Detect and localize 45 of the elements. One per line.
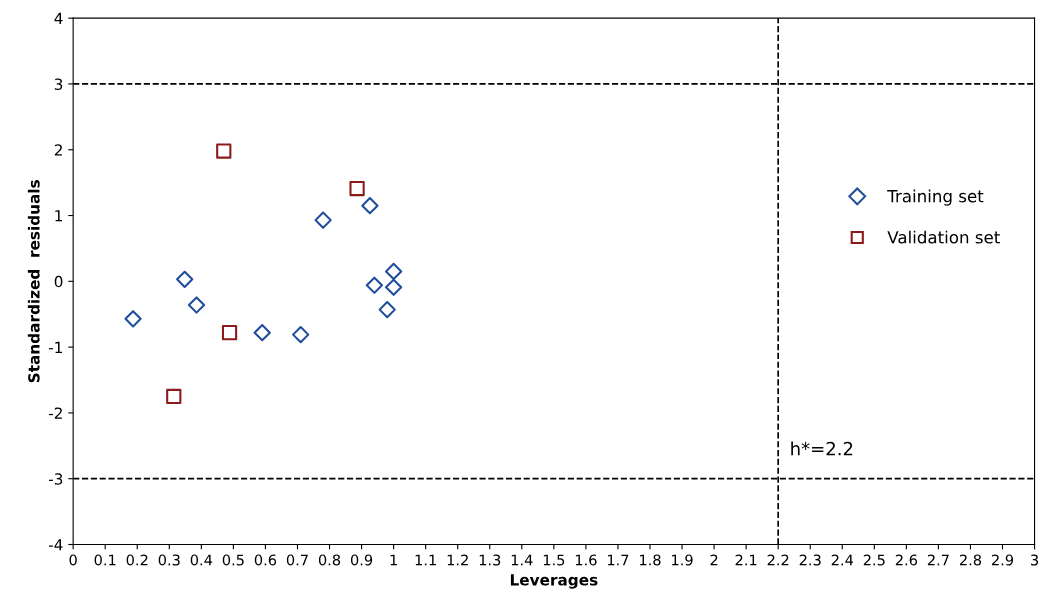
y-tick-label: 4 bbox=[54, 12, 63, 24]
x-tick-label: 1.8 bbox=[640, 554, 661, 566]
x-tick-label: 2.6 bbox=[895, 554, 918, 566]
y-tick-label: 1 bbox=[55, 210, 63, 222]
x-tick-label: 1.1 bbox=[415, 554, 436, 566]
y-tick-label: -4 bbox=[48, 539, 63, 551]
x-tick-label: 0.4 bbox=[190, 554, 213, 566]
x-tick-label: 0.1 bbox=[94, 554, 116, 566]
x-tick-label: 1.6 bbox=[575, 554, 597, 566]
x-tick-label: 0.9 bbox=[350, 554, 373, 566]
x-tick-label: 2.9 bbox=[991, 554, 1014, 566]
x-tick-label: 1 bbox=[390, 554, 397, 566]
x-tick-label: 0.3 bbox=[158, 554, 180, 566]
y-tick-label: -2 bbox=[48, 407, 62, 419]
x-tick-label: 2.3 bbox=[799, 554, 821, 566]
y-tick-label: -1 bbox=[48, 341, 63, 353]
x-tick-label: 0.5 bbox=[222, 554, 244, 566]
y-tick-label: 3 bbox=[54, 78, 63, 90]
x-tick-label: 1.9 bbox=[672, 554, 693, 566]
x-tick-label: 2.1 bbox=[735, 554, 757, 566]
y-axis-title: Standardized residuals bbox=[27, 180, 40, 383]
x-tick-label: 0 bbox=[69, 554, 77, 566]
x-tick-label: 1.2 bbox=[447, 554, 468, 566]
x-tick-label: 3 bbox=[1031, 554, 1039, 566]
x-tick-label: 0.7 bbox=[286, 554, 308, 566]
y-tick-label: 0 bbox=[54, 275, 63, 288]
x-tick-label: 0.8 bbox=[318, 554, 341, 566]
x-tick-label: 1.4 bbox=[511, 554, 533, 566]
y-tick-label: -3 bbox=[48, 473, 63, 485]
x-tick-label: 2.8 bbox=[959, 554, 982, 566]
y-tick-label: 2 bbox=[54, 144, 62, 156]
x-tick-label: 2.5 bbox=[863, 554, 885, 566]
x-tick-label: 1.7 bbox=[607, 554, 629, 566]
legend-label: Training set bbox=[887, 189, 984, 206]
x-tick-label: 1.3 bbox=[479, 554, 501, 566]
x-tick-label: 2.2 bbox=[767, 554, 789, 566]
x-tick-label: 2.4 bbox=[831, 554, 854, 566]
x-tick-label: 0.6 bbox=[254, 554, 277, 566]
x-tick-label: 2.7 bbox=[927, 554, 949, 566]
x-tick-label: 1.5 bbox=[543, 554, 565, 566]
x-tick-label: 0.2 bbox=[126, 554, 148, 566]
legend-label: Validation set bbox=[887, 230, 1000, 244]
ref-line-label: h*=2.2 bbox=[791, 441, 853, 456]
x-axis-title: Leverages bbox=[510, 574, 598, 589]
x-tick-label: 2 bbox=[710, 554, 718, 566]
